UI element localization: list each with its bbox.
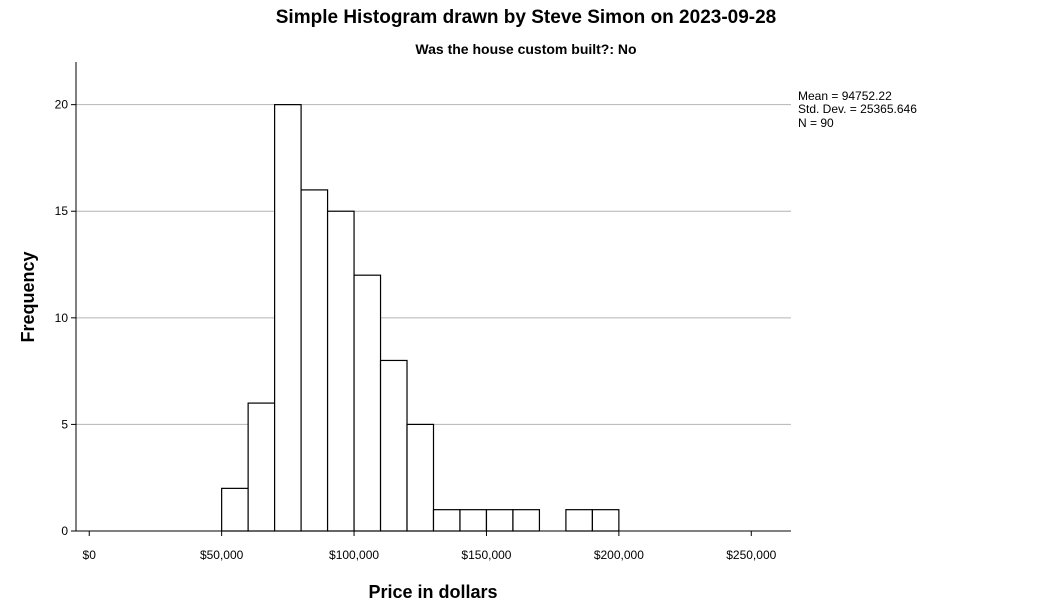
histogram-bar	[379, 359, 408, 532]
histogram-bar	[591, 509, 620, 532]
stats-n: N = 90	[798, 116, 834, 130]
histogram-bar	[406, 423, 435, 532]
stats-mean: Mean = 94752.22	[798, 89, 892, 103]
histogram-bar	[274, 104, 302, 532]
histogram-bar	[565, 509, 593, 532]
y-tick-label: 10	[55, 311, 69, 325]
histogram-bar	[353, 274, 382, 532]
gridlines	[76, 104, 791, 425]
y-axis-label: Frequency	[18, 251, 38, 342]
y-tick-labels: 0 5 10 15 20	[55, 98, 76, 538]
histogram-bar	[459, 509, 488, 532]
x-tick-label: $200,000	[594, 548, 644, 562]
histogram-bar	[300, 189, 329, 532]
chart-subtitle: Was the house custom built?: No	[415, 41, 636, 57]
y-tick-label: 5	[61, 417, 68, 431]
x-tick-label: $50,000	[200, 548, 244, 562]
stats-std-dev: Std. Dev. = 25365.646	[798, 102, 917, 116]
bars	[221, 104, 620, 532]
histogram-bar	[247, 402, 276, 532]
x-tick-label: $100,000	[329, 548, 379, 562]
x-tick-label: $250,000	[726, 548, 776, 562]
histogram-bar	[512, 509, 541, 532]
y-tick-label: 0	[61, 524, 68, 538]
histogram-bar	[485, 509, 514, 532]
histogram-bar	[432, 509, 461, 532]
x-tick-label: $0	[83, 548, 97, 562]
x-tick-label: $150,000	[461, 548, 511, 562]
x-tick-labels: $0 $50,000 $100,000 $150,000 $200,000 $250,00…	[83, 531, 777, 562]
y-tick-label: 20	[55, 98, 69, 112]
histogram-bar	[326, 210, 355, 532]
y-tick-label: 15	[55, 204, 69, 218]
x-axis-label: Price in dollars	[368, 582, 497, 602]
chart-title: Simple Histogram drawn by Steve Simon on…	[276, 7, 777, 28]
histogram-bar	[221, 487, 249, 532]
